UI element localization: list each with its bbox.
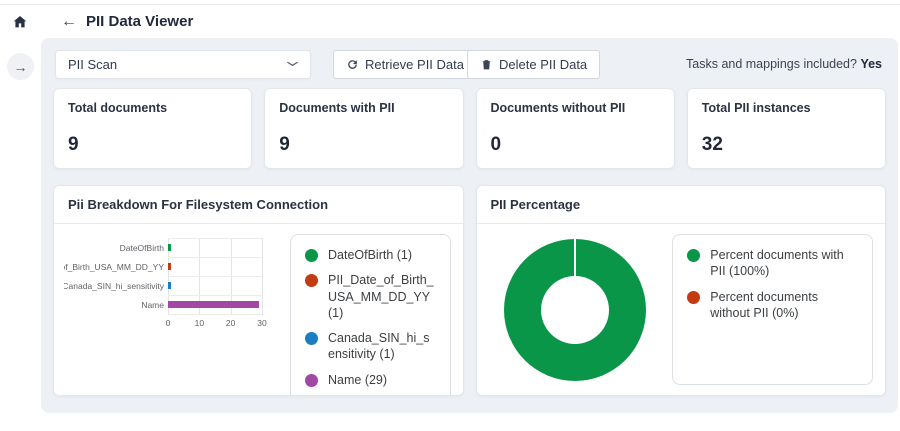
bar-chart: DateOfBirth PII_Date_of_Birth_USA_MM_DD_Y… bbox=[64, 234, 282, 395]
bar-row bbox=[168, 238, 262, 257]
tick-label: 0 bbox=[165, 318, 171, 328]
tasks-note-value: Yes bbox=[860, 57, 882, 71]
bar-dateofbirth bbox=[168, 244, 172, 251]
x-axis-ticks: 0 10 20 30 bbox=[165, 318, 267, 332]
bar-category-label: Canada_SIN_hi_sensitivity bbox=[64, 276, 168, 295]
legend-dot bbox=[305, 373, 318, 387]
donut-hole bbox=[541, 275, 610, 344]
legend-dot bbox=[305, 249, 318, 262]
stat-label: Total documents bbox=[68, 101, 168, 115]
bar-row bbox=[168, 276, 262, 295]
legend-dot bbox=[687, 290, 701, 304]
stat-card-total-documents: Total documents 9 bbox=[53, 88, 253, 169]
page-title: PII Data Viewer bbox=[86, 13, 194, 30]
scan-select-value: PII Scan bbox=[68, 57, 118, 72]
charts-row: Pii Breakdown For Filesystem Connection … bbox=[53, 185, 886, 396]
tick-label: 10 bbox=[194, 318, 205, 328]
donut-chart-area bbox=[487, 234, 665, 385]
arrow-right-icon: → bbox=[13, 58, 28, 75]
stat-value: 32 bbox=[701, 134, 723, 155]
stats-row: Total documents 9 Documents with PII 9 D… bbox=[53, 88, 886, 169]
gridline bbox=[168, 257, 262, 258]
donut-chart-legend: Percent documents with PII (100%) Percent… bbox=[672, 234, 873, 385]
delete-pii-button[interactable]: Delete PII Data bbox=[467, 50, 601, 79]
legend-label: DateOfBirth (1) bbox=[328, 248, 413, 262]
tick-label: 20 bbox=[225, 318, 236, 328]
stat-value: 0 bbox=[490, 134, 502, 155]
stat-card-documents-without-pii: Documents without PII 0 bbox=[475, 88, 675, 169]
gridline bbox=[262, 238, 263, 315]
bar-category-text: Canada_SIN_hi_sensitivity bbox=[64, 280, 164, 291]
gridline bbox=[168, 238, 262, 239]
legend-item: Percent documents without PII (0%) bbox=[687, 289, 858, 322]
home-button[interactable] bbox=[12, 14, 30, 32]
scan-select[interactable]: PII Scan bbox=[55, 50, 311, 79]
chart-title: Pii Breakdown For Filesystem Connection bbox=[68, 197, 329, 212]
back-button[interactable]: ← bbox=[61, 12, 77, 30]
legend-label: Canada_SIN_hi_sensitivity (1) bbox=[328, 331, 430, 362]
pii-percentage-card: PII Percentage Percent documents with PI… bbox=[475, 185, 886, 396]
content-panel: PII Scan Retrieve PII Data Delete PII Da… bbox=[41, 38, 898, 413]
bar-row bbox=[168, 295, 262, 314]
refresh-icon bbox=[348, 60, 357, 69]
chevron-down-icon bbox=[285, 58, 300, 72]
gridline bbox=[168, 295, 262, 296]
retrieve-pii-label: Retrieve PII Data bbox=[365, 57, 464, 72]
legend-item: Name (29) bbox=[305, 372, 436, 388]
donut-chart bbox=[504, 238, 647, 381]
bar-category-text: Name bbox=[141, 299, 164, 310]
legend-dot bbox=[687, 249, 701, 262]
legend-dot bbox=[305, 274, 318, 288]
bar-pii_date_of_birth_usa_mm_dd_yy bbox=[168, 263, 172, 270]
bar-category-label: PII_Date_of_Birth_USA_MM_DD_YY bbox=[64, 257, 168, 276]
donut-segment-divider bbox=[574, 238, 577, 277]
legend-item: PII_Date_of_Birth_USA_MM_DD_YY (1) bbox=[305, 272, 436, 321]
legend-dot bbox=[305, 332, 318, 345]
bar-category-label: DateOfBirth bbox=[64, 238, 168, 257]
bar-category-label: Name bbox=[64, 295, 168, 314]
chart-card-header: Pii Breakdown For Filesystem Connection bbox=[54, 186, 463, 224]
bar-category-text: PII_Date_of_Birth_USA_MM_DD_YY bbox=[64, 261, 164, 272]
legend-item: Percent documents with PII (100%) bbox=[687, 247, 858, 280]
bar-row bbox=[168, 257, 262, 276]
tasks-note: Tasks and mappings included? Yes bbox=[686, 57, 882, 71]
stat-card-documents-with-pii: Documents with PII 9 bbox=[264, 88, 464, 169]
page-header: ← PII Data Viewer bbox=[61, 13, 193, 30]
pii-breakdown-card: Pii Breakdown For Filesystem Connection … bbox=[53, 185, 464, 396]
gridline bbox=[168, 276, 262, 277]
bar-canada_sin_hi_sensitivity bbox=[168, 282, 172, 289]
legend-item: Canada_SIN_hi_sensitivity (1) bbox=[305, 330, 436, 363]
top-divider bbox=[0, 4, 900, 5]
stat-label: Total PII instances bbox=[701, 101, 811, 115]
bar-category-text: DateOfBirth bbox=[119, 242, 164, 253]
legend-item: DateOfBirth (1) bbox=[305, 247, 436, 263]
expand-sidebar-button[interactable]: → bbox=[7, 53, 34, 80]
bar-name bbox=[168, 301, 259, 308]
legend-label: Name (29) bbox=[328, 372, 388, 387]
trash-icon bbox=[482, 60, 491, 70]
chart-card-header: PII Percentage bbox=[476, 186, 885, 224]
stat-label: Documents with PII bbox=[279, 101, 395, 115]
retrieve-pii-button[interactable]: Retrieve PII Data bbox=[333, 50, 477, 79]
stat-card-total-pii-instances: Total PII instances 32 bbox=[686, 88, 886, 169]
delete-pii-label: Delete PII Data bbox=[499, 57, 588, 72]
stat-value: 9 bbox=[279, 134, 290, 155]
legend-label: Percent documents with PII (100%) bbox=[710, 248, 844, 279]
legend-label: Percent documents without PII (0%) bbox=[710, 289, 818, 320]
stat-value: 9 bbox=[68, 134, 79, 155]
bar-chart-legend: DateOfBirth (1) PII_Date_of_Birth_USA_MM_… bbox=[290, 234, 451, 395]
home-icon bbox=[13, 16, 27, 28]
gridline bbox=[168, 314, 262, 315]
legend-label: PII_Date_of_Birth_USA_MM_DD_YY (1) bbox=[328, 273, 434, 320]
stat-label: Documents without PII bbox=[490, 101, 626, 115]
tick-label: 30 bbox=[257, 318, 267, 328]
chart-title: PII Percentage bbox=[490, 197, 581, 212]
